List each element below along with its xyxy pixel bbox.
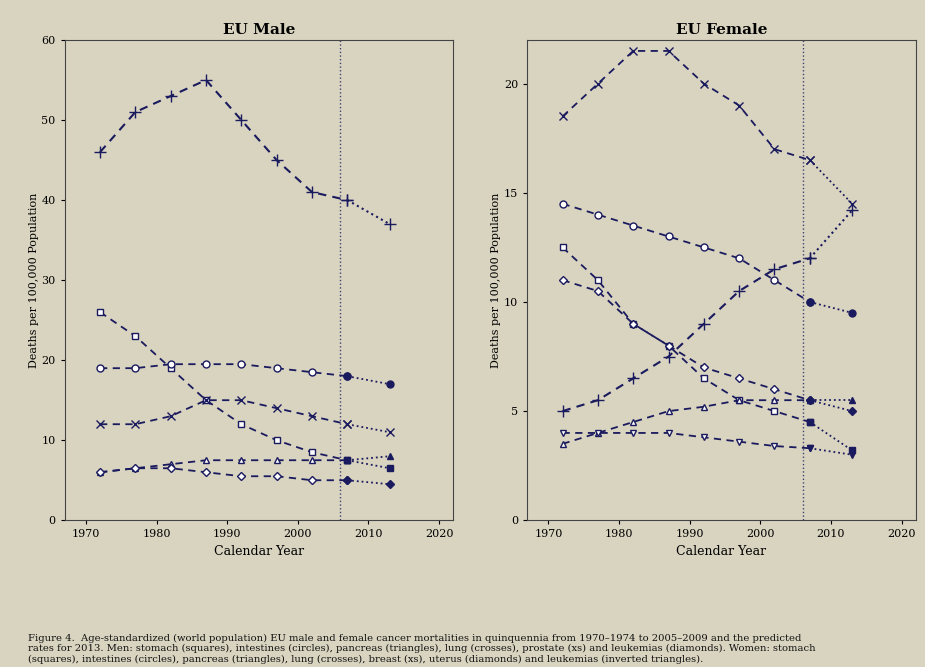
X-axis label: Calendar Year: Calendar Year <box>214 545 304 558</box>
Y-axis label: Deaths per 100,000 Population: Deaths per 100,000 Population <box>491 193 501 368</box>
Title: EU Male: EU Male <box>223 23 295 37</box>
X-axis label: Calendar Year: Calendar Year <box>676 545 767 558</box>
Title: EU Female: EU Female <box>676 23 767 37</box>
Text: Figure 4.  Age-standardized (world population) EU male and female cancer mortali: Figure 4. Age-standardized (world popula… <box>28 634 815 664</box>
Y-axis label: Deaths per 100,000 Population: Deaths per 100,000 Population <box>29 193 39 368</box>
